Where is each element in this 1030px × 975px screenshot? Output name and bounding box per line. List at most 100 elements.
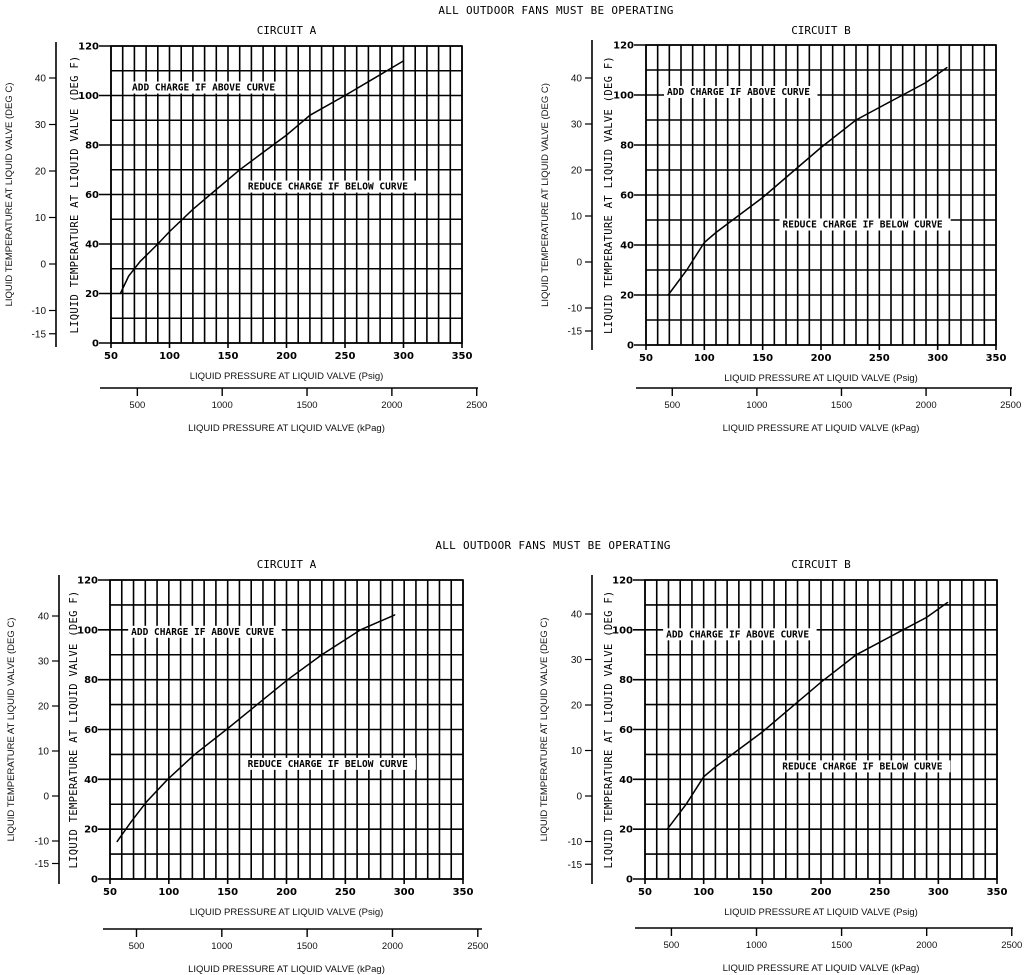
x2-tick-label: 500	[664, 400, 680, 411]
y-tick-label: 0	[92, 339, 99, 350]
y2-axis-label-deg-c: LIQUID TEMPERATURE AT LIQUID VALVE (DEG …	[539, 618, 550, 842]
data-point	[667, 294, 669, 296]
y-tick-label: 80	[85, 141, 99, 152]
data-point	[287, 679, 289, 681]
x-axis-label-psig: LIQUID PRESSURE AT LIQUID VALVE (Psig)	[190, 371, 384, 382]
y2-tick-label: 40	[38, 612, 50, 623]
data-point	[703, 776, 705, 778]
data-point	[820, 146, 822, 149]
annotation-background	[128, 625, 282, 638]
data-point	[119, 292, 121, 295]
x-tick-label: 350	[453, 887, 474, 898]
annotation-background	[779, 760, 951, 773]
data-point	[947, 601, 949, 604]
annotation-reduce-charge: REDUCE CHARGE IF BELOW CURVE	[782, 761, 942, 772]
x-tick-label: 300	[393, 351, 414, 362]
y2-tick-label: -15	[568, 327, 583, 338]
data-point	[820, 681, 822, 683]
data-point	[703, 241, 705, 244]
y-tick-label: 40	[85, 240, 99, 251]
x2-tick-label: 2000	[382, 941, 403, 952]
plot-frame	[109, 579, 464, 880]
annotation-background	[779, 218, 951, 231]
x-tick-label: 100	[694, 353, 715, 364]
y-tick-label: 40	[619, 775, 633, 786]
data-point	[194, 753, 196, 756]
x2-tick-label: 1000	[746, 400, 767, 411]
x2-tick-label: 1500	[296, 400, 317, 411]
x-tick-label: 150	[217, 887, 238, 898]
y2-tick-label: -10	[35, 837, 50, 848]
y-axis-label-deg-f: LIQUID TEMPERATURE AT LIQUID VALVE (DEG …	[603, 590, 615, 868]
x2-tick-label: 2500	[1000, 400, 1021, 411]
y-tick-label: 20	[85, 289, 99, 300]
y-tick-label: 60	[619, 725, 633, 736]
x-tick-label: 300	[928, 887, 949, 898]
annotation-reduce-charge: REDUCE CHARGE IF BELOW CURVE	[248, 182, 408, 193]
x2-tick-label: 500	[129, 400, 145, 411]
y-axis-label-deg-f: LIQUID TEMPERATURE AT LIQUID VALVE (DEG …	[69, 55, 81, 333]
y-tick-label: 100	[612, 625, 633, 636]
y-tick-label: 80	[619, 675, 633, 686]
x-tick-label: 250	[335, 887, 356, 898]
data-point	[855, 654, 857, 656]
x-tick-label: 100	[158, 887, 179, 898]
data-point	[145, 801, 148, 803]
x2-tick-label: 2000	[916, 940, 937, 951]
y2-tick-label: 10	[38, 747, 50, 758]
annotation-reduce-charge: REDUCE CHARGE IF BELOW CURVE	[248, 759, 408, 770]
data-point	[791, 706, 793, 708]
y-tick-label: 20	[620, 291, 634, 302]
data-point	[285, 134, 288, 136]
x-tick-label: 250	[335, 351, 356, 362]
y2-tick-label: 20	[571, 701, 583, 712]
x-tick-label: 50	[103, 887, 117, 898]
data-point	[239, 169, 241, 171]
annotation-background	[129, 81, 283, 94]
annotation-background	[244, 180, 417, 193]
y-tick-label: 120	[77, 576, 98, 587]
x-tick-label: 150	[752, 353, 773, 364]
y-tick-label: 80	[620, 141, 634, 152]
y-tick-label: 40	[620, 241, 634, 252]
x-tick-label: 150	[752, 887, 773, 898]
x-tick-label: 200	[811, 887, 832, 898]
series-line-circuit-b	[667, 66, 948, 296]
y2-tick-label: 20	[571, 166, 583, 177]
y2-tick-label: 10	[571, 212, 583, 223]
y-tick-label: 60	[85, 190, 99, 201]
x-axis-label-kpag: LIQUID PRESSURE AT LIQUID VALVE (kPag)	[723, 963, 920, 974]
data-point	[309, 114, 311, 116]
x2-tick-label: 500	[129, 941, 145, 952]
heading-top: ALL OUTDOOR FANS MUST BE OPERATING	[438, 4, 673, 17]
annotation-reduce-charge: REDUCE CHARGE IF BELOW CURVE	[783, 220, 943, 231]
y2-tick-label: -10	[568, 837, 583, 848]
data-point	[157, 243, 159, 245]
plot-frame	[110, 45, 463, 344]
y-axis-label-deg-f: LIQUID TEMPERATURE AT LIQUID VALVE (DEG …	[68, 590, 80, 868]
y2-tick-label: 0	[43, 792, 49, 803]
x2-tick-label: 1000	[211, 941, 232, 952]
x-tick-label: 100	[159, 351, 180, 362]
y2-tick-label: 30	[35, 120, 47, 131]
x2-tick-label: 2000	[916, 400, 937, 411]
y2-axis-label-deg-c: LIQUID TEMPERATURE AT LIQUID VALVE (DEG …	[4, 83, 15, 307]
y2-axis-label-deg-c: LIQUID TEMPERATURE AT LIQUID VALVE (DEG …	[540, 83, 551, 307]
y2-tick-label: 0	[40, 260, 46, 271]
plot-frame	[645, 44, 997, 346]
x-axis-label-psig: LIQUID PRESSURE AT LIQUID VALVE (Psig)	[190, 907, 384, 918]
y2-tick-label: -10	[568, 304, 583, 315]
x2-tick-label: 1500	[831, 940, 852, 951]
data-point	[192, 208, 194, 210]
x-tick-label: 350	[986, 353, 1007, 364]
data-point	[666, 828, 668, 830]
x-tick-label: 250	[869, 353, 890, 364]
data-point	[256, 703, 258, 706]
x-tick-label: 350	[452, 351, 473, 362]
data-point	[761, 731, 763, 733]
y-tick-label: 60	[84, 725, 98, 736]
annotation-background	[244, 757, 416, 770]
x-axis-label-kpag: LIQUID PRESSURE AT LIQUID VALVE (kPag)	[723, 423, 920, 434]
y2-tick-label: 30	[571, 120, 583, 131]
data-point	[902, 94, 904, 96]
